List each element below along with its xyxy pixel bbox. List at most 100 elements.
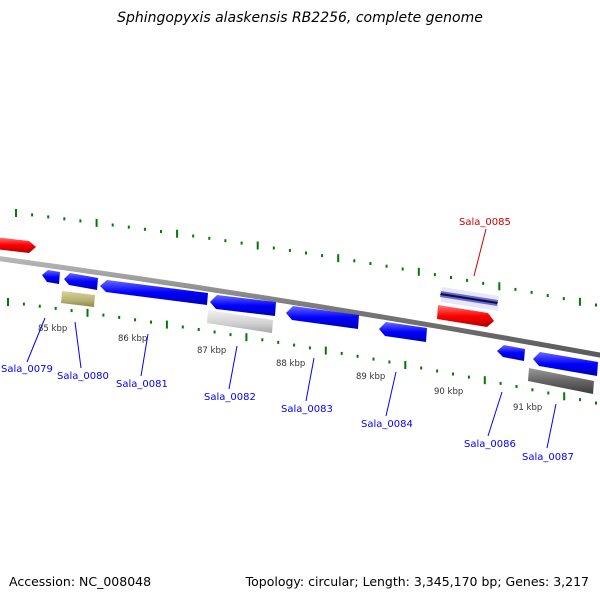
gene-feature-sala-0087[interactable] [533,352,598,376]
gene-label-sala-0084[interactable]: Sala_0084 [361,419,413,430]
leader-sala-0087 [546,403,557,449]
gene-feature-sala-0085[interactable] [437,305,494,327]
lower-tick [579,398,582,402]
lower-tick [70,309,73,313]
upper-tick [546,294,549,297]
upper-tick [498,282,501,291]
leader-sala-0084 [385,371,397,417]
gene-feature-sala-0080[interactable] [64,273,98,290]
feature-light-grey[interactable] [207,310,273,333]
leader-sala-0081 [140,333,149,377]
lower-tick [213,330,216,334]
gene-feature-sala-0084[interactable] [379,322,427,342]
gene-leader-lines [26,228,557,449]
upper-tick [176,229,179,238]
lower-tick [404,361,407,369]
scale-label-86kbp: 86 kbp [118,334,147,344]
feature-dark-grey[interactable] [528,368,594,394]
lower-tick [102,313,105,317]
lower-tick [547,391,550,395]
scale-label-88kbp: 88 kbp [276,359,305,369]
upper-tick [482,281,485,285]
lower-tick [515,385,518,388]
upper-tick [288,249,291,252]
upper-tick [63,217,66,221]
gene-feature-sala-0082[interactable] [210,295,276,316]
upper-tick [256,241,259,250]
genome-backbone [0,256,600,358]
gene-label-sala-0083[interactable]: Sala_0083 [281,404,333,415]
gene-label-sala-0085[interactable]: Sala_0085 [459,217,511,228]
upper-tick [562,297,565,301]
upper-tick [337,254,340,263]
upper-tick [595,303,597,307]
lower-tick [7,298,9,306]
upper-tick [111,223,114,227]
upper-tick [160,230,162,233]
upper-tick [305,251,307,255]
upper-tick [321,254,324,258]
upper-tick [272,246,275,250]
lower-tick [293,343,296,347]
feature-striped[interactable] [440,287,499,311]
gene-label-sala-0080[interactable]: Sala_0080 [57,371,109,382]
leader-sala-0085 [473,228,487,277]
lower-tick [420,366,423,370]
lower-tick [595,401,597,405]
lower-tick [324,346,327,355]
lower-tick [436,369,439,373]
upper-tick [224,239,227,243]
gene-label-sala-0081[interactable]: Sala_0081 [116,379,168,390]
leader-sala-0080 [74,321,82,369]
scale-label-89kbp: 89 kbp [356,372,385,382]
lower-tick [340,351,343,355]
upper-tick [15,209,17,217]
lower-tick [372,357,375,361]
lower-tick [388,360,391,364]
upper-tick [208,236,211,240]
lower-tick [54,306,57,310]
scale-label-85kbp: 85 kbp [38,324,67,334]
lower-tick [452,372,454,376]
lower-tick [118,315,121,319]
upper-tick [450,276,452,279]
lower-tick [531,388,534,392]
lower-tick [245,333,248,342]
topology-summary: Topology: circular; Length: 3,345,170 bp… [245,574,589,589]
lower-tick [467,375,470,379]
gene-feature-sala-0081[interactable] [100,280,208,305]
gene-label-sala-0087[interactable]: Sala_0087 [522,452,574,463]
upper-tick [95,218,98,227]
upper-tick [433,273,436,277]
upper-tick [401,267,404,271]
lower-tick [356,354,359,358]
map-title: Sphingopyxis alaskensis RB2256, complete… [117,10,483,26]
leader-sala-0086 [487,391,503,437]
leader-sala-0082 [228,345,238,390]
upper-tick [385,264,388,268]
scale-label-91kbp: 91 kbp [513,403,542,413]
lower-tick [86,308,89,317]
lower-tick [134,318,137,322]
gene-feature-left-red[interactable] [0,237,36,253]
upper-tick [530,290,533,294]
lower-tick [197,328,200,331]
gene-feature-sala-0079[interactable] [42,270,60,284]
lower-tick [563,392,566,401]
lower-tick [261,338,264,342]
lower-tick [150,320,152,324]
gene-label-sala-0086[interactable]: Sala_0086 [464,439,516,450]
gene-label-sala-0079[interactable]: Sala_0079 [1,364,53,375]
upper-tick [127,225,130,229]
lower-tick [499,381,502,385]
gene-feature-sala-0086[interactable] [497,345,525,361]
upper-tick [79,219,82,223]
accession-text: Accession: NC_008048 [9,574,152,589]
scale-label-90kbp: 90 kbp [434,387,463,397]
tick-row-upper [15,209,597,307]
lower-tick [308,346,311,350]
feature-khaki[interactable] [61,291,95,307]
gene-feature-sala-0083[interactable] [286,306,359,329]
gene-label-sala-0082[interactable]: Sala_0082 [204,392,256,403]
upper-tick [143,227,146,231]
